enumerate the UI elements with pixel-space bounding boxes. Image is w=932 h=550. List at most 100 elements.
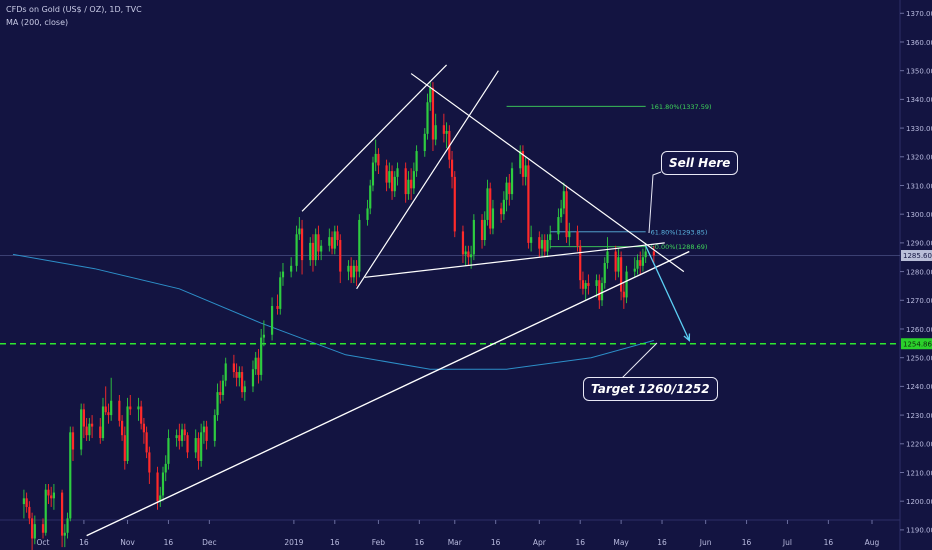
time-tick-label: Jun [699,538,712,547]
descending-resistance-trendline [410,73,685,273]
candle-body [175,435,178,439]
price-tick-label: 1340.00 [906,96,932,104]
time-tick-label: 16 [824,538,834,547]
candlesticks [22,82,655,550]
candle-body [262,334,265,338]
price-tick-label: 1270.00 [906,297,932,305]
candle [636,254,639,275]
price-tick-label: 1370.00 [906,10,932,18]
candle-body [617,257,620,272]
candle [347,260,350,281]
candle-body [500,208,503,215]
candle-body [483,219,486,241]
candle-body [442,125,445,134]
candle-body [491,208,495,229]
candle [606,237,609,269]
price-tick-label: 1240.00 [906,383,932,391]
candle [358,214,361,278]
candle-body [358,219,361,272]
candle [620,251,623,301]
candle [502,191,505,220]
price-tick-label: 1360.00 [906,39,932,47]
candle-body [644,251,647,258]
candle-body [579,245,582,281]
candle [200,423,203,467]
candle [453,171,456,238]
candle-body [257,357,260,375]
candle-body [355,265,358,272]
time-tick-label: May [613,538,629,547]
candle-body [546,240,549,252]
fib-level-label: 161.80%(1337.59) [651,103,712,111]
price-axis: 1370.00 1360.00 1350.00 1340.00 1330.00 1320.… [900,10,932,535]
candle-body [581,280,585,289]
candle [82,403,86,439]
price-label-box [901,338,932,350]
candle-body [221,380,225,395]
neckline-trendline [364,242,665,278]
candle-body [385,165,388,183]
time-tick-label: Feb [372,538,386,547]
candle-body [180,429,184,441]
candle [393,171,396,197]
candle [279,271,282,315]
candle [549,225,552,249]
candle-body [251,369,255,387]
candle-body [510,168,514,195]
candle-body [202,426,205,433]
candle-body [407,179,410,195]
candle [426,93,429,140]
candle-body [505,182,508,200]
sell-here-pointer [648,171,662,234]
candle-body [426,102,429,134]
price-tick-label: 1280.00 [906,268,932,276]
candle-body [71,432,75,450]
candle [584,280,587,301]
candle-body [28,506,31,519]
fib-level-label: 50.00%(1288.69) [651,243,708,251]
candle [107,403,110,424]
time-tick-label: 16 [657,538,667,547]
candle [221,374,225,401]
candle-body [290,265,293,272]
candle-body [281,271,285,278]
candle [415,145,418,177]
candle [30,512,34,550]
candle [238,366,241,387]
symbol-title: CFDs on Gold (US$ / OZ), 1D, TVC [6,5,142,14]
candle [442,113,445,143]
candle [423,128,426,157]
candle-body [429,87,432,103]
candle [66,512,69,539]
candle [472,214,475,261]
candle [388,162,391,189]
candle-body [295,234,298,266]
candle-body [489,188,492,229]
candle-body [568,231,571,238]
candle [137,397,140,421]
candle-body [639,260,642,266]
price-tick-label: 1210.00 [906,469,932,477]
candle-body [450,159,454,177]
candle [129,394,132,416]
candle [407,171,410,200]
candle-body [219,392,222,395]
candle-body [620,257,623,292]
candle-body [142,423,145,433]
candle [240,366,244,398]
candle [538,231,541,258]
price-tick-label: 1230.00 [906,412,932,420]
candle-body [595,280,598,286]
time-tick-label: 16 [491,538,501,547]
time-tick-label: Nov [120,538,135,547]
candle [486,179,489,226]
candle [396,162,399,186]
candle-body [235,372,238,378]
candle [178,423,181,450]
candle [260,328,263,381]
price-tick-label: 1290.00 [906,240,932,248]
time-tick-label: 16 [575,538,585,547]
candle [290,257,293,278]
candle [412,162,415,195]
